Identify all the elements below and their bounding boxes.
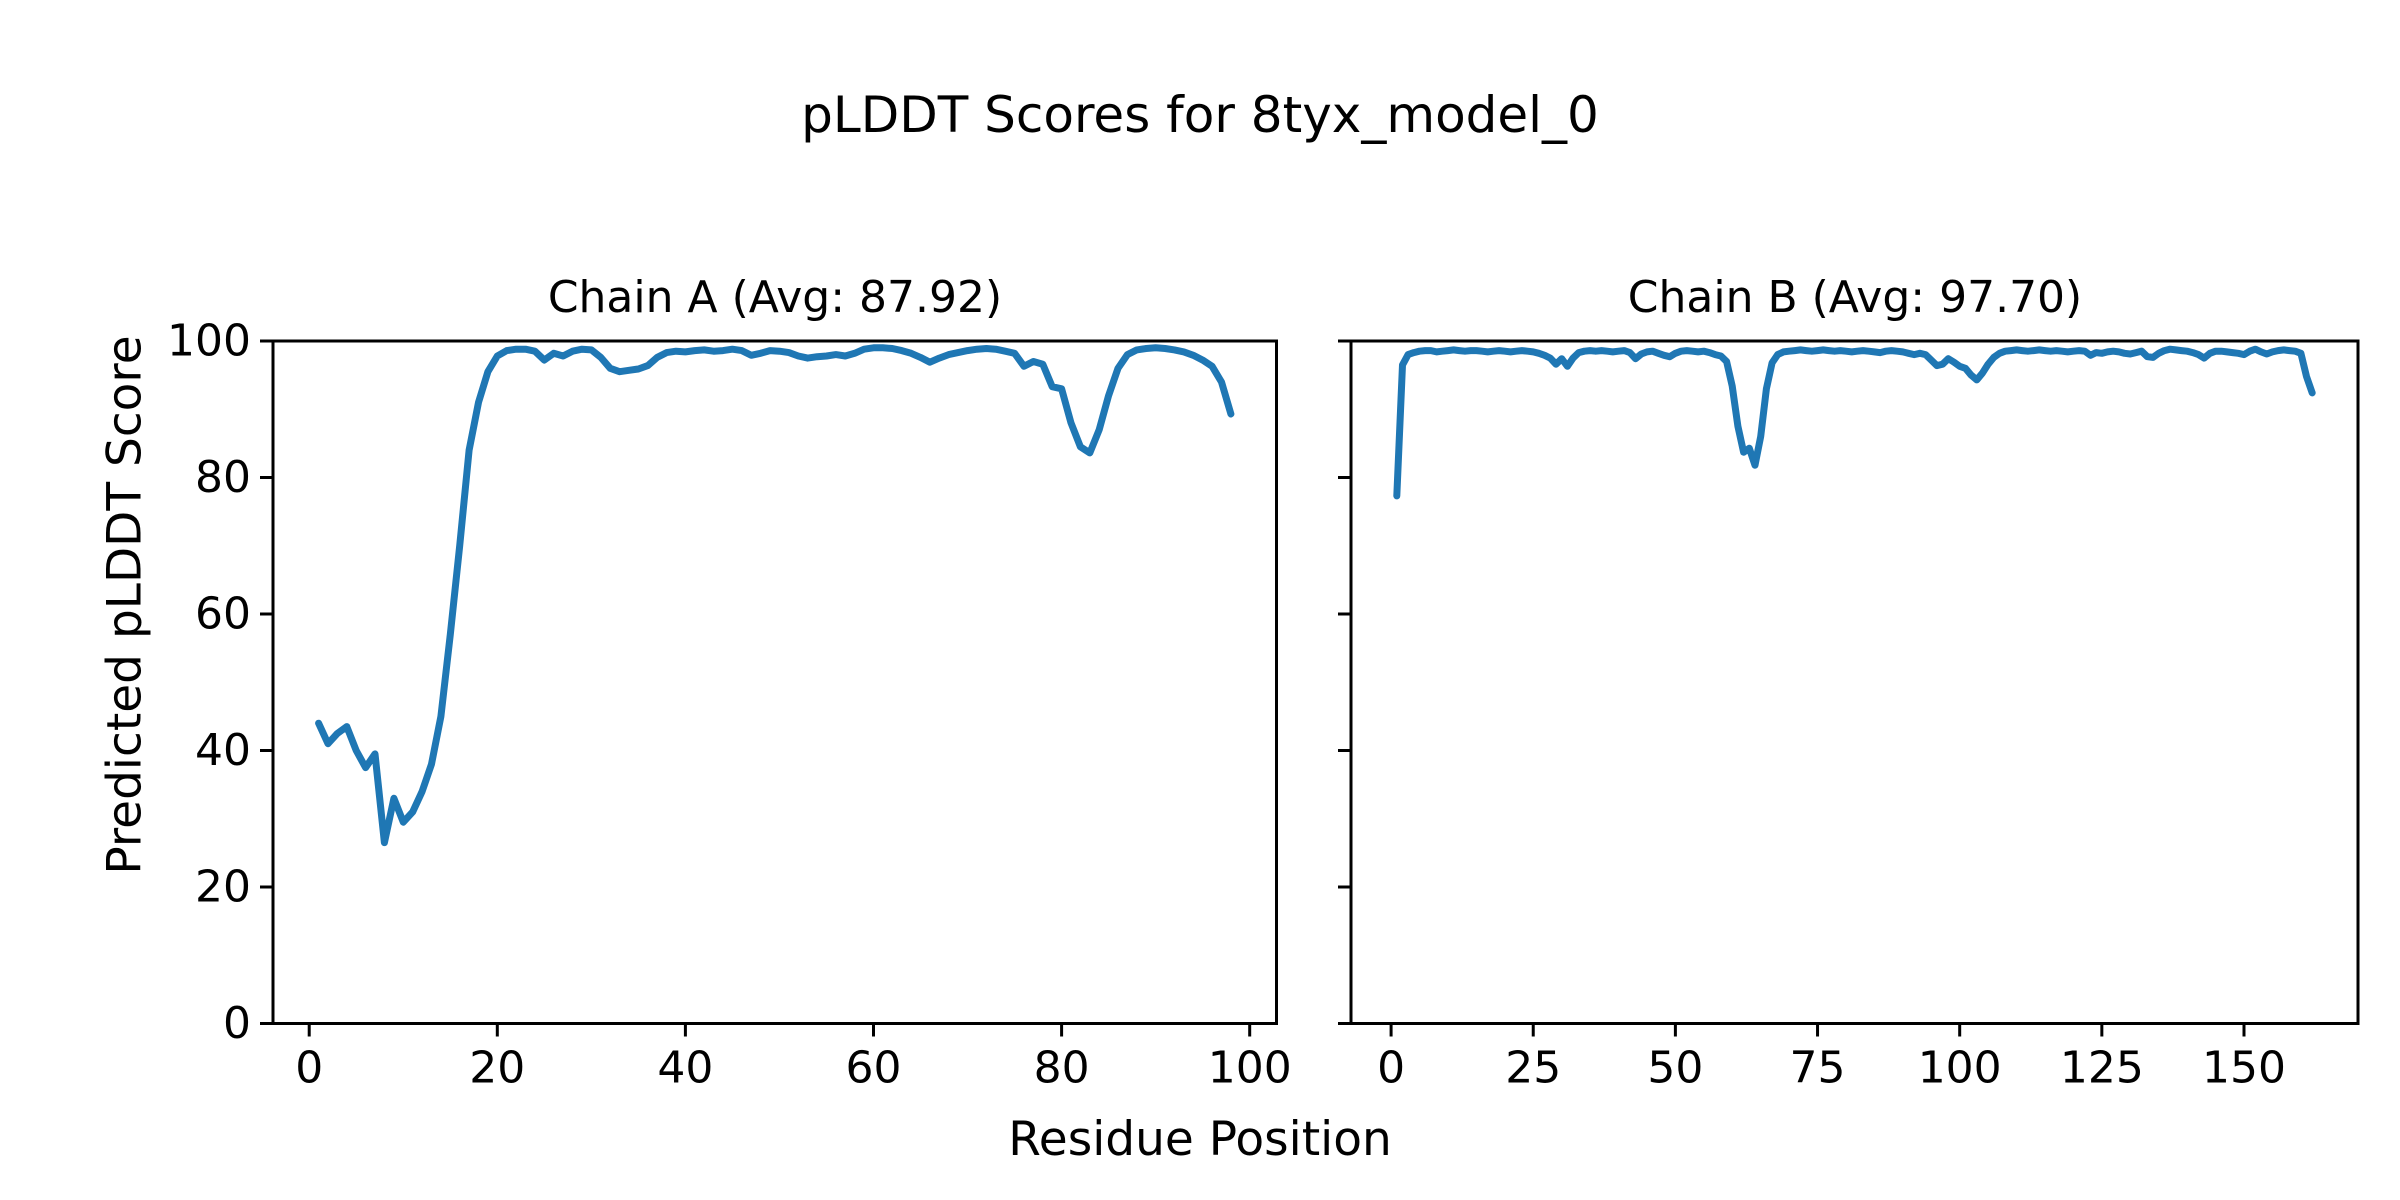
x-tick-label: 0 [1377, 1043, 1405, 1094]
x-tick-label: 0 [295, 1043, 323, 1094]
subplot-a-y-ticks: 0 20 40 60 80 100 [167, 316, 273, 1049]
subplot-a-x-ticks: 0 20 40 60 80 100 [295, 1023, 1292, 1094]
subplot-b-x-ticks: 0 25 50 75 100 125 150 [1377, 1023, 2286, 1094]
y-tick-label: 60 [195, 589, 251, 640]
x-tick-label: 80 [1034, 1043, 1090, 1094]
x-tick-label: 125 [2060, 1043, 2144, 1094]
x-tick-label: 50 [1647, 1043, 1703, 1094]
x-tick-label: 100 [1208, 1043, 1292, 1094]
subplot-b-y-ticks [1338, 339, 1351, 1025]
x-tick-label: 40 [657, 1043, 713, 1094]
plddt-line-chain-b [1393, 345, 2316, 500]
subplot-b-title: Chain B (Avg: 97.70) [1627, 272, 2083, 323]
x-tick-label: 25 [1505, 1043, 1561, 1094]
plddt-line-chain-a [315, 344, 1235, 847]
x-axis-label: Residue Position [1008, 1112, 1392, 1167]
y-tick-label: 100 [167, 316, 251, 367]
x-tick-label: 60 [846, 1043, 902, 1094]
subplot-b: 0 25 50 75 100 125 150 [1338, 339, 2360, 1094]
x-tick-label: 150 [2202, 1043, 2286, 1094]
subplot-a-frame [271, 339, 1278, 1025]
y-tick-label: 80 [195, 452, 251, 503]
x-tick-label: 75 [1790, 1043, 1846, 1094]
y-tick-label: 40 [195, 725, 251, 776]
figure-title: pLDDT Scores for 8tyx_model_0 [801, 86, 1599, 144]
y-tick-label: 0 [223, 998, 251, 1049]
subplot-a: 0 20 40 60 80 100 0 20 40 60 80 100 [167, 316, 1292, 1094]
x-tick-label: 20 [469, 1043, 525, 1094]
y-tick-label: 20 [195, 862, 251, 913]
subplot-a-title: Chain A (Avg: 87.92) [547, 272, 1003, 323]
subplot-b-frame [1349, 339, 2360, 1025]
x-tick-label: 100 [1918, 1043, 2002, 1094]
